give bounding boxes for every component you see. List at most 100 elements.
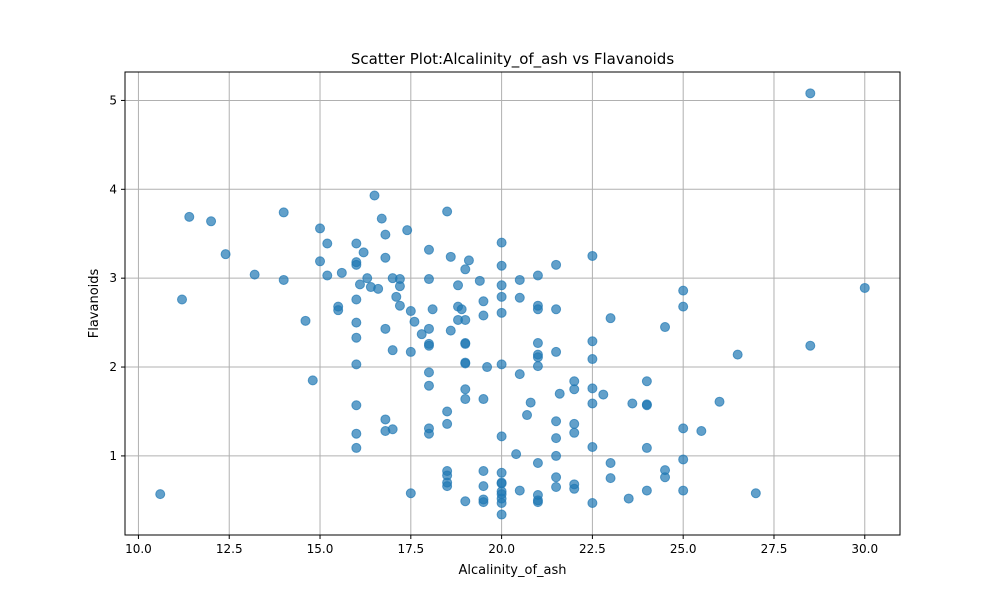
scatter-point — [460, 384, 471, 395]
scatter-point — [551, 346, 562, 357]
scatter-point — [660, 472, 671, 483]
scatter-point — [678, 285, 689, 296]
scatter-point — [402, 225, 413, 236]
y-axis-label: Flavanoids — [87, 269, 102, 339]
scatter-point — [354, 279, 365, 290]
scatter-point — [351, 317, 362, 328]
scatter-point — [511, 449, 522, 460]
scatter-point — [569, 418, 580, 429]
scatter-point — [369, 190, 380, 201]
scatter-point — [514, 274, 525, 285]
scatter-point — [442, 481, 453, 492]
scatter-point — [660, 322, 671, 333]
x-tick-label: 27.5 — [761, 542, 788, 556]
scatter-point — [376, 213, 387, 224]
scatter-point — [551, 472, 562, 483]
scatter-point — [587, 398, 598, 409]
scatter-point — [322, 238, 333, 249]
scatter-point — [155, 489, 166, 500]
scatter-point — [315, 256, 326, 267]
scatter-point — [300, 315, 311, 326]
scatter-point — [373, 283, 384, 294]
scatter-point — [551, 482, 562, 493]
scatter-point — [423, 340, 434, 351]
scatter-point — [423, 380, 434, 391]
scatter-point — [427, 304, 438, 315]
scatter-point — [678, 454, 689, 465]
scatter-point — [623, 493, 634, 504]
scatter-point — [678, 485, 689, 496]
scatter-point — [496, 237, 507, 248]
scatter-point — [859, 282, 870, 293]
scatter-point — [678, 423, 689, 434]
scatter-point — [496, 509, 507, 520]
scatter-point — [333, 305, 344, 316]
scatter-point — [605, 458, 616, 469]
scatter-point — [460, 338, 471, 349]
scatter-point — [605, 473, 616, 484]
scatter-point — [391, 291, 402, 302]
scatter-point — [445, 325, 456, 336]
scatter-point — [587, 442, 598, 453]
scatter-point — [551, 433, 562, 444]
scatter-point — [456, 304, 467, 315]
scatter-point — [496, 291, 507, 302]
scatter-point — [478, 497, 489, 508]
scatter-point — [532, 304, 543, 315]
scatter-point — [409, 316, 420, 327]
scatter-point — [423, 323, 434, 334]
scatter-point — [423, 274, 434, 285]
chart-title: Scatter Plot:Alcalinity_of_ash vs Flavan… — [351, 50, 674, 69]
scatter-point — [351, 259, 362, 270]
scatter-point — [514, 369, 525, 380]
scatter-point — [387, 424, 398, 435]
scatter-point — [351, 332, 362, 343]
scatter-point — [587, 383, 598, 394]
x-tick-label: 22.5 — [579, 542, 606, 556]
x-tick-label: 12.5 — [216, 542, 243, 556]
x-tick-label: 25.0 — [670, 542, 697, 556]
scatter-point — [460, 264, 471, 275]
x-tick-label: 15.0 — [307, 542, 334, 556]
scatter-point — [351, 400, 362, 411]
x-axis-label: Alcalinity_of_ash — [459, 563, 567, 578]
x-tick-label: 30.0 — [851, 542, 878, 556]
scatter-point — [478, 466, 489, 477]
scatter-point — [445, 251, 456, 262]
scatter-point — [249, 269, 260, 280]
y-axis-ticks: 1 2 3 4 5 — [109, 93, 125, 463]
scatter-point — [423, 428, 434, 439]
scatter-point — [394, 300, 405, 311]
scatter-point — [598, 389, 609, 400]
scatter-point — [750, 488, 761, 499]
scatter-point — [641, 485, 652, 496]
scatter-point — [442, 206, 453, 217]
scatter-point — [351, 294, 362, 305]
scatter-point — [587, 498, 598, 509]
scatter-point — [641, 442, 652, 453]
scatter-point — [315, 223, 326, 234]
scatter-point — [474, 275, 485, 286]
scatter-point — [532, 338, 543, 349]
scatter-point — [442, 418, 453, 429]
scatter-point — [551, 450, 562, 461]
scatter-point — [307, 375, 318, 386]
scatter-point — [496, 260, 507, 271]
x-tick-label: 20.0 — [488, 542, 515, 556]
scatter-point — [362, 273, 373, 284]
scatter-point — [463, 255, 474, 266]
scatter-point — [206, 216, 217, 227]
y-tick-label: 1 — [109, 449, 117, 463]
scatter-point — [380, 229, 391, 240]
scatter-point — [351, 359, 362, 370]
scatter-point — [569, 427, 580, 438]
scatter-point — [423, 244, 434, 255]
scatter-point — [496, 359, 507, 370]
scatter-point — [278, 207, 289, 218]
scatter-point — [554, 388, 565, 399]
scatter-point — [416, 329, 427, 340]
scatter-point — [514, 485, 525, 496]
scatter-point — [460, 314, 471, 325]
scatter-point — [184, 211, 195, 222]
x-axis-ticks: 10.0 12.5 15.0 17.5 20.0 22.5 25.0 27.5 30.0 — [125, 535, 878, 556]
